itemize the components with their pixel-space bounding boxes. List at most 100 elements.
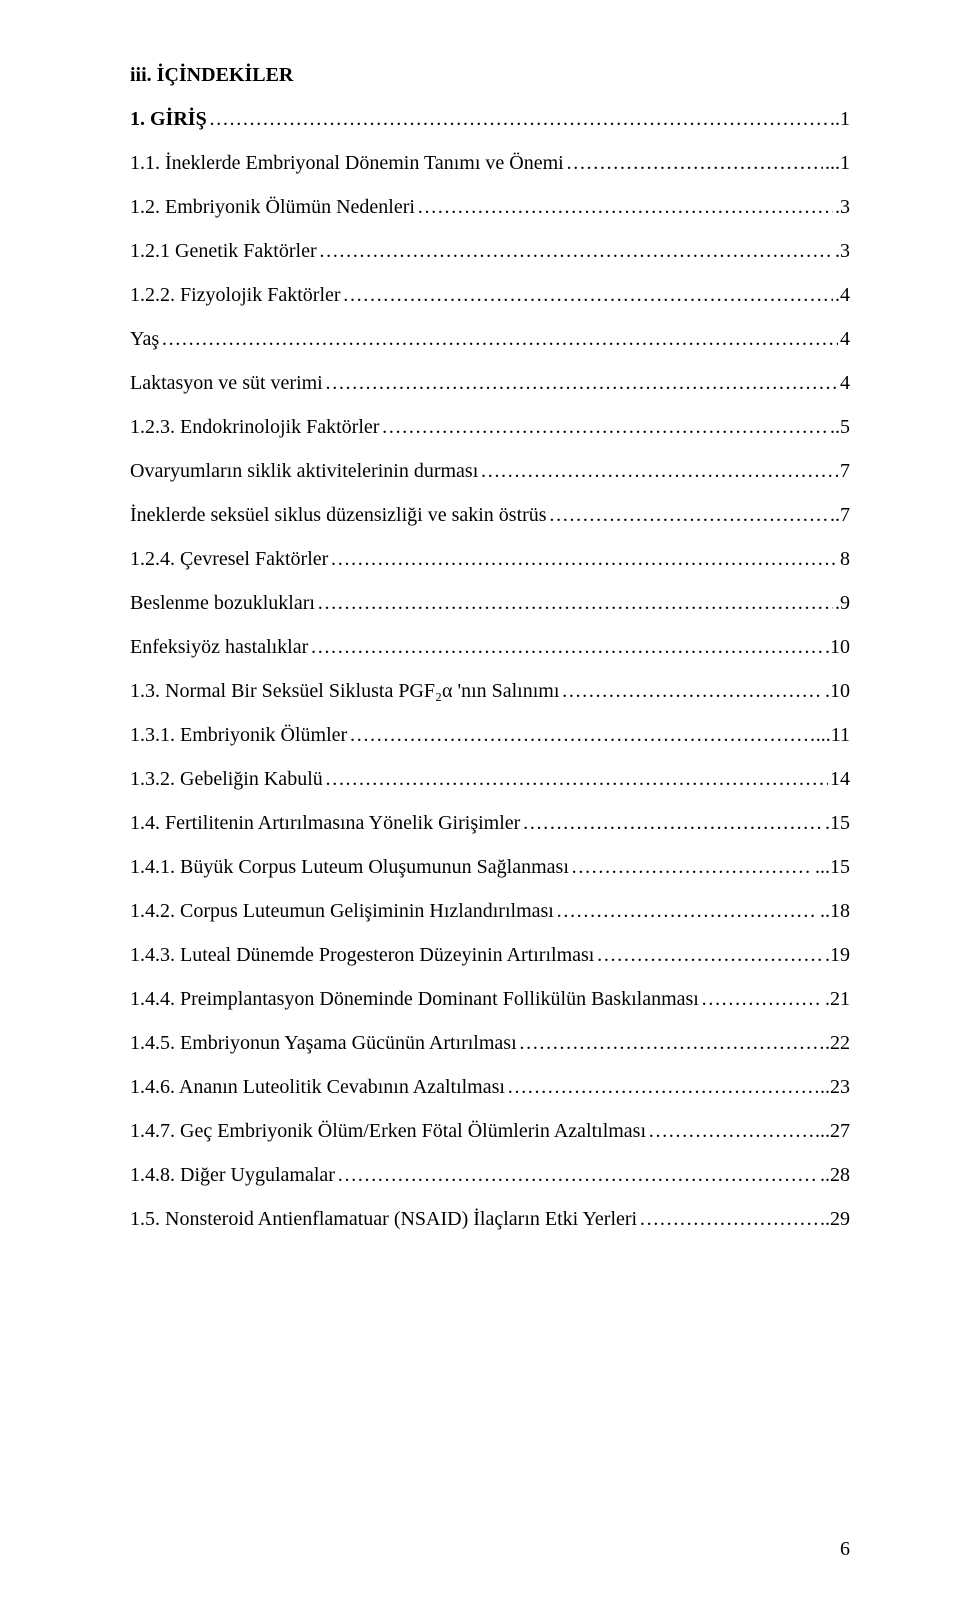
toc-entry: 1.5. Nonsteroid Antienflamatuar (NSAID) … bbox=[130, 1204, 850, 1234]
toc-entry-label: İneklerde seksüel siklus düzensizliği ve… bbox=[130, 500, 547, 530]
toc-entry-page: 4 bbox=[840, 324, 850, 354]
toc-entry: Enfeksiyöz hastalıklar .10 bbox=[130, 632, 850, 662]
toc-heading: iii. İÇİNDEKİLER bbox=[130, 60, 850, 90]
toc-entry: 1.3. Normal Bir Seksüel Siklusta PGF₂α '… bbox=[130, 676, 850, 706]
toc-entry: İneklerde seksüel siklus düzensizliği ve… bbox=[130, 500, 850, 530]
toc-leader-dots bbox=[417, 192, 833, 222]
toc-entry-label: Yaş bbox=[130, 324, 159, 354]
toc-entry-page: .19 bbox=[825, 940, 850, 970]
toc-entry-page: ..18 bbox=[820, 896, 850, 926]
toc-entry-page: ...15 bbox=[815, 852, 850, 882]
toc-entry: 1.2.2. Fizyolojik Faktörler.4 bbox=[130, 280, 850, 310]
toc-leader-dots bbox=[701, 984, 823, 1014]
toc-entry: 1.2. Embriyonik Ölümün Nedenleri .3 bbox=[130, 192, 850, 222]
toc-leader-dots bbox=[507, 1072, 818, 1102]
toc-entry-page: ...1 bbox=[825, 148, 850, 178]
toc-entry: 1.4. Fertilitenin Artırılmasına Yönelik … bbox=[130, 808, 850, 838]
toc-leader-dots bbox=[325, 368, 838, 398]
toc-entry-page: 14 bbox=[830, 764, 850, 794]
toc-entry-label: Laktasyon ve süt verimi bbox=[130, 368, 323, 398]
toc-entry-page: .21 bbox=[825, 984, 850, 1014]
toc-entry-label: 1.4. Fertilitenin Artırılmasına Yönelik … bbox=[130, 808, 520, 838]
toc-entry: Beslenme bozuklukları .9 bbox=[130, 588, 850, 618]
toc-leader-dots bbox=[209, 104, 828, 134]
toc-entry-label: 1.2.3. Endokrinolojik Faktörler bbox=[130, 412, 379, 442]
toc-entry-page: 4 bbox=[840, 368, 850, 398]
toc-entry: Laktasyon ve süt verimi 4 bbox=[130, 368, 850, 398]
toc-leader-dots bbox=[349, 720, 814, 750]
toc-entry: Yaş 4 bbox=[130, 324, 850, 354]
toc-entry: 1. GİRİŞ ..1 bbox=[130, 104, 850, 134]
toc-entry: 1.4.3. Luteal Dünemde Progesteron Düzeyi… bbox=[130, 940, 850, 970]
toc-leader-dots bbox=[561, 676, 823, 706]
toc-leader-dots bbox=[325, 764, 828, 794]
toc-entry-label: 1.4.8. Diğer Uygulamalar bbox=[130, 1160, 335, 1190]
toc-entry-label: 1.4.5. Embriyonun Yaşama Gücünün Artırıl… bbox=[130, 1028, 517, 1058]
toc-entry-page: .4 bbox=[835, 280, 850, 310]
toc-entry: 1.4.5. Embriyonun Yaşama Gücünün Artırıl… bbox=[130, 1028, 850, 1058]
toc-leader-dots bbox=[337, 1160, 818, 1190]
toc-entry-page: ..1 bbox=[830, 104, 850, 134]
toc-entry-label: 1.3.1. Embriyonik Ölümler bbox=[130, 720, 347, 750]
toc-entry-page: ..5 bbox=[830, 412, 850, 442]
toc-entry: 1.2.4. Çevresel Faktörler 8 bbox=[130, 544, 850, 574]
toc-entry-page: .10 bbox=[825, 632, 850, 662]
toc-entry-label: 1.4.6. Ananın Luteolitik Cevabının Azalt… bbox=[130, 1072, 505, 1102]
toc-entry-page: ..28 bbox=[820, 1160, 850, 1190]
toc-entry-page: ..29 bbox=[820, 1204, 850, 1234]
toc-entry-page: .3 bbox=[835, 192, 850, 222]
toc-entry-label: Beslenme bozuklukları bbox=[130, 588, 315, 618]
toc-leader-dots bbox=[480, 456, 838, 486]
toc-entry-label: 1.4.4. Preimplantasyon Döneminde Dominan… bbox=[130, 984, 699, 1014]
toc-entry-page: ..23 bbox=[820, 1072, 850, 1102]
toc-entry: 1.1. İneklerde Embriyonal Dönemin Tanımı… bbox=[130, 148, 850, 178]
toc-entry-label: 1.3. Normal Bir Seksüel Siklusta PGF₂α '… bbox=[130, 676, 559, 706]
toc-leader-dots bbox=[648, 1116, 813, 1146]
toc-entry-label: 1.2.4. Çevresel Faktörler bbox=[130, 544, 328, 574]
toc-entry-page: 8 bbox=[840, 544, 850, 574]
toc-entry: Ovaryumların siklik aktivitelerinin durm… bbox=[130, 456, 850, 486]
toc-entry-page: .15 bbox=[825, 808, 850, 838]
toc-entry: 1.4.1. Büyük Corpus Luteum Oluşumunun Sa… bbox=[130, 852, 850, 882]
toc-entry-label: 1.4.3. Luteal Dünemde Progesteron Düzeyi… bbox=[130, 940, 594, 970]
toc-entry-label: Enfeksiyöz hastalıklar bbox=[130, 632, 308, 662]
page-number: 6 bbox=[840, 1534, 850, 1564]
toc-leader-dots bbox=[556, 896, 818, 926]
toc-entry: 1.2.1 Genetik Faktörler .3 bbox=[130, 236, 850, 266]
toc-entry: 1.4.7. Geç Embriyonik Ölüm/Erken Fötal Ö… bbox=[130, 1116, 850, 1146]
toc-leader-dots bbox=[522, 808, 823, 838]
toc-entry-page: .22 bbox=[825, 1028, 850, 1058]
toc-entry-page: ...27 bbox=[815, 1116, 850, 1146]
toc-entry-label: 1.4.2. Corpus Luteumun Gelişiminin Hızla… bbox=[130, 896, 554, 926]
toc-entry-page: ..7 bbox=[830, 500, 850, 530]
toc-entry-page: ...11 bbox=[816, 720, 850, 750]
toc-entry: 1.3.2. Gebeliğin Kabulü14 bbox=[130, 764, 850, 794]
toc-leader-dots bbox=[566, 148, 823, 178]
toc-entry-label: 1.1. İneklerde Embriyonal Dönemin Tanımı… bbox=[130, 148, 564, 178]
toc-entry-label: Ovaryumların siklik aktivitelerinin durm… bbox=[130, 456, 478, 486]
toc-leader-dots bbox=[343, 280, 833, 310]
toc-leader-dots bbox=[596, 940, 823, 970]
toc-entry-label: 1.4.1. Büyük Corpus Luteum Oluşumunun Sa… bbox=[130, 852, 569, 882]
toc-leader-dots bbox=[317, 588, 833, 618]
toc-entry: 1.4.8. Diğer Uygulamalar ..28 bbox=[130, 1160, 850, 1190]
toc-leader-dots bbox=[571, 852, 813, 882]
toc-leader-dots bbox=[319, 236, 833, 266]
toc-container: 1. GİRİŞ ..1 1.1. İneklerde Embriyonal Dön… bbox=[130, 104, 850, 1234]
toc-leader-dots bbox=[161, 324, 838, 354]
toc-entry: 1.4.6. Ananın Luteolitik Cevabının Azalt… bbox=[130, 1072, 850, 1102]
toc-entry: 1.4.4. Preimplantasyon Döneminde Dominan… bbox=[130, 984, 850, 1014]
toc-entry-label: 1.2. Embriyonik Ölümün Nedenleri bbox=[130, 192, 415, 222]
toc-leader-dots bbox=[549, 500, 828, 530]
toc-entry-label: 1.2.1 Genetik Faktörler bbox=[130, 236, 317, 266]
toc-leader-dots bbox=[310, 632, 823, 662]
toc-entry-label: 1. GİRİŞ bbox=[130, 104, 207, 134]
toc-leader-dots bbox=[381, 412, 828, 442]
toc-entry-page: 7 bbox=[840, 456, 850, 486]
toc-entry-label: 1.4.7. Geç Embriyonik Ölüm/Erken Fötal Ö… bbox=[130, 1116, 646, 1146]
toc-entry-page: .3 bbox=[835, 236, 850, 266]
toc-entry: 1.3.1. Embriyonik Ölümler ...11 bbox=[130, 720, 850, 750]
toc-leader-dots bbox=[330, 544, 838, 574]
toc-entry-label: 1.5. Nonsteroid Antienflamatuar (NSAID) … bbox=[130, 1204, 637, 1234]
toc-entry-page: .9 bbox=[835, 588, 850, 618]
